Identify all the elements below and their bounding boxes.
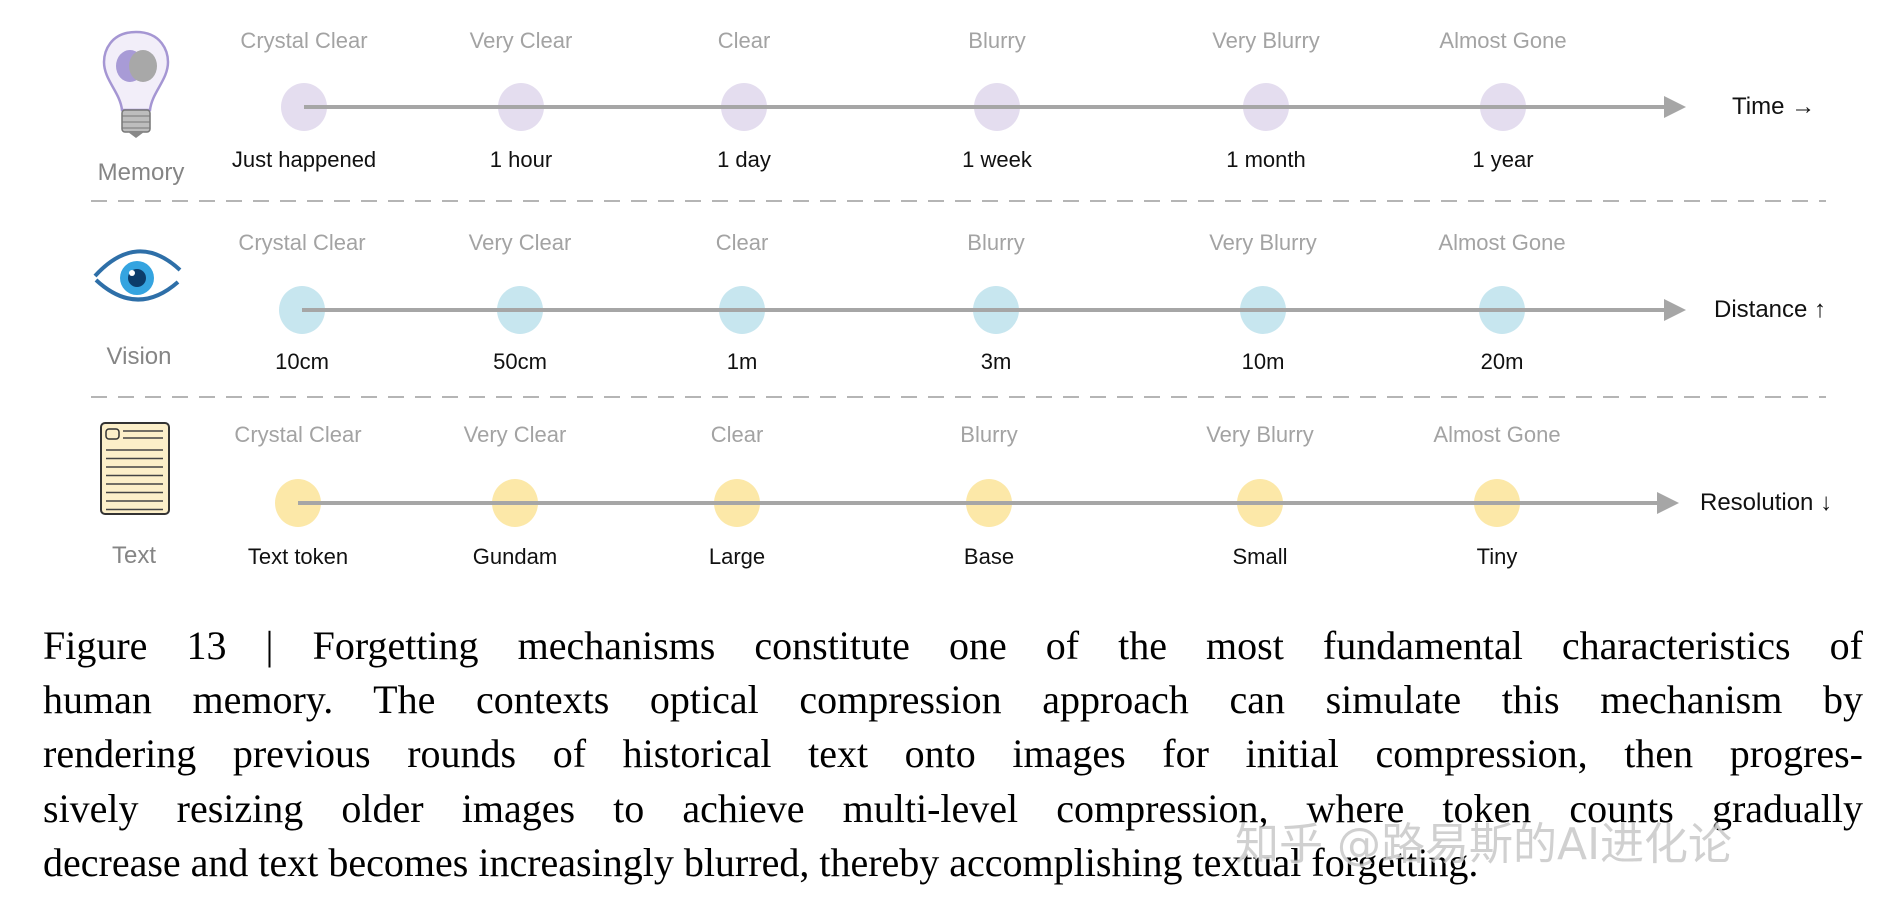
clarity-label: Very Clear	[468, 230, 572, 255]
clarity-label: Very Clear	[463, 422, 567, 447]
clarity-label: Very Clear	[469, 28, 573, 53]
arrow-head-icon	[1657, 492, 1679, 514]
clarity-label: Crystal Clear	[234, 422, 362, 447]
clarity-label: Crystal Clear	[240, 28, 368, 53]
stage-value-label: Tiny	[1476, 544, 1518, 569]
stage-value-label: Just happened	[231, 147, 377, 172]
stage-value-label: 3m	[980, 349, 1012, 374]
clarity-label: Almost Gone	[1438, 230, 1566, 255]
clarity-label: Blurry	[960, 422, 1018, 447]
memory-axis-label: Time →	[1732, 93, 1816, 120]
text-row-label: Text	[111, 542, 157, 569]
stage-value-label: 10m	[1241, 349, 1285, 374]
watermark: 知乎 @路易斯的AI进化论	[1235, 819, 1733, 870]
caption-line: decrease and text becomes increasingly b…	[43, 840, 1479, 885]
clarity-label: Clear	[715, 230, 769, 255]
stage-value-label: 1 day	[717, 147, 771, 172]
stage-value-label: 20m	[1480, 349, 1524, 374]
clarity-label: Clear	[717, 28, 771, 53]
stage-value-label: 10cm	[275, 349, 329, 374]
forgetting-diagram	[91, 30, 1826, 527]
lightbulb-brain-icon	[102, 30, 170, 138]
vision-row-label: Vision	[106, 343, 172, 370]
caption-line: Figure 13 | Forgetting mechanisms consti…	[43, 623, 1863, 668]
document-icon	[100, 422, 170, 515]
clarity-label: Clear	[710, 422, 764, 447]
clarity-label: Very Blurry	[1212, 28, 1320, 53]
caption-line: human memory. The contexts optical compr…	[43, 677, 1863, 722]
stage-value-label: Base	[963, 544, 1015, 569]
clarity-label: Almost Gone	[1439, 28, 1567, 53]
stage-value-label: 1 year	[1472, 147, 1534, 172]
vision-axis-label: Distance ↑	[1714, 296, 1827, 323]
stage-value-label: 1 week	[962, 147, 1032, 172]
stage-value-label: 1m	[726, 349, 758, 374]
caption-line: rendering previous rounds of historical …	[43, 731, 1863, 776]
arrow-head-icon	[1664, 96, 1686, 118]
clarity-label: Almost Gone	[1433, 422, 1561, 447]
clarity-label: Very Blurry	[1206, 422, 1314, 447]
memory-row-label: Memory	[97, 159, 185, 186]
arrow-head-icon	[1664, 299, 1686, 321]
stage-value-label: Large	[708, 544, 766, 569]
stage-value-label: 1 month	[1226, 147, 1306, 172]
stage-value-label: Text token	[247, 544, 349, 569]
clarity-label: Blurry	[967, 230, 1025, 255]
stage-value-label: Gundam	[472, 544, 558, 569]
clarity-label: Crystal Clear	[238, 230, 366, 255]
caption-line: sively resizing older images to achieve …	[43, 786, 1863, 831]
clarity-label: Blurry	[968, 28, 1026, 53]
stage-value-label: Small	[1232, 544, 1288, 569]
stage-value-label: 50cm	[493, 349, 547, 374]
eye-icon	[93, 249, 182, 302]
text-axis-label: Resolution ↓	[1700, 489, 1833, 516]
stage-value-label: 1 hour	[489, 147, 553, 172]
clarity-label: Very Blurry	[1209, 230, 1317, 255]
